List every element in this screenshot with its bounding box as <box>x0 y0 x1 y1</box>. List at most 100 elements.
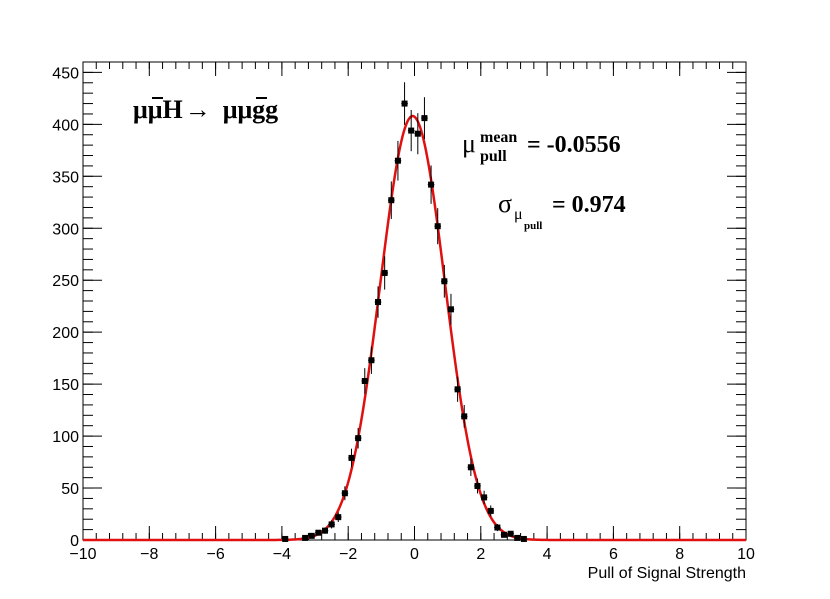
gaussian-fit-curve <box>83 114 746 542</box>
sigma-subsub: pull <box>524 220 542 232</box>
mean-subscript: pull <box>480 148 507 165</box>
data-marker <box>315 529 322 536</box>
data-point <box>427 165 435 204</box>
data-point <box>394 140 402 181</box>
x-tick-label: 6 <box>609 546 618 563</box>
data-marker <box>434 223 441 230</box>
y-tick-label: 50 <box>61 481 79 498</box>
data-marker <box>302 534 309 541</box>
data-point <box>507 530 514 537</box>
y-tick-label: 300 <box>52 221 79 238</box>
sigma-value: = 0.974 <box>552 192 626 218</box>
x-tick-label: −2 <box>339 546 357 563</box>
data-marker <box>461 413 468 420</box>
y-tick-label: 100 <box>52 429 79 446</box>
data-marker <box>308 532 315 539</box>
data-point <box>374 286 382 318</box>
data-point <box>308 532 316 539</box>
process-lhs: μμH <box>133 95 183 124</box>
data-marker <box>441 278 448 285</box>
sigma-sub: μ <box>514 206 523 223</box>
data-point <box>467 458 475 476</box>
data-point <box>281 535 289 542</box>
y-tick-label: 450 <box>52 65 79 82</box>
data-marker <box>394 157 401 164</box>
y-tick-label: 200 <box>52 325 79 342</box>
x-tick-label: 2 <box>476 546 485 563</box>
data-point <box>434 208 442 245</box>
y-tick-label: 0 <box>70 533 79 550</box>
data-marker <box>282 535 289 542</box>
data-points-layer <box>281 82 528 542</box>
x-tick-label: −6 <box>206 546 224 563</box>
x-tick-label: 0 <box>410 546 419 563</box>
x-tick-label: 4 <box>543 546 552 563</box>
data-marker <box>408 127 415 134</box>
data-marker <box>355 435 362 442</box>
data-point <box>474 478 481 494</box>
data-marker <box>520 535 527 542</box>
data-point <box>414 113 422 155</box>
x-tick-label: −4 <box>273 546 291 563</box>
data-point <box>494 523 501 532</box>
data-marker <box>361 378 368 385</box>
y-tick-label: 150 <box>52 377 79 394</box>
data-point <box>447 293 455 325</box>
x-tick-label: −10 <box>69 546 96 563</box>
data-point <box>301 534 309 541</box>
data-marker <box>494 524 501 531</box>
y-tick-label: 250 <box>52 273 79 290</box>
data-marker <box>328 521 335 528</box>
x-tick-label: −8 <box>140 546 158 563</box>
process-arrow: → <box>185 95 211 124</box>
data-marker <box>481 494 488 501</box>
y-tick-label: 400 <box>52 117 79 134</box>
data-marker <box>467 464 474 471</box>
svg-text:μμH→μμgg: μμH→ μμgg <box>133 95 278 124</box>
data-marker <box>474 482 481 489</box>
data-point <box>500 531 508 538</box>
x-tick-label: 10 <box>737 546 755 563</box>
mean-symbol: μ <box>462 129 476 158</box>
sigma-symbol: σ <box>498 189 512 218</box>
data-point <box>407 109 415 152</box>
data-point <box>480 490 488 505</box>
data-point <box>421 97 428 140</box>
data-marker <box>501 531 508 538</box>
data-point <box>454 376 461 402</box>
y-tick-label: 350 <box>52 169 79 186</box>
data-marker <box>401 100 408 107</box>
data-marker <box>447 306 454 313</box>
data-point <box>487 505 495 517</box>
x-tick-label: 8 <box>675 546 684 563</box>
data-point <box>334 512 342 523</box>
fit-layer <box>83 114 746 542</box>
data-point <box>520 535 528 542</box>
data-marker <box>414 130 421 137</box>
data-marker <box>514 534 521 541</box>
mean-annotation: μ mean pull = -0.0556 <box>462 129 621 165</box>
data-marker <box>507 530 514 537</box>
data-marker <box>487 507 494 514</box>
data-point <box>341 486 349 501</box>
data-point <box>348 448 355 468</box>
data-marker <box>341 490 348 497</box>
data-marker <box>348 454 355 461</box>
data-marker <box>321 527 328 534</box>
data-point <box>315 529 322 536</box>
data-point <box>368 346 375 374</box>
data-point <box>387 181 395 219</box>
data-point <box>513 534 521 541</box>
sigma-annotation: σ μ pull = 0.974 <box>498 189 626 232</box>
x-axis-title: Pull of Signal Strength <box>588 565 746 582</box>
data-point <box>401 82 408 125</box>
mean-value: = -0.0556 <box>527 132 621 158</box>
process-rhs: μμgg <box>223 95 278 124</box>
data-marker <box>421 115 428 122</box>
data-marker <box>388 197 395 204</box>
data-marker <box>368 357 375 364</box>
data-point <box>381 256 388 290</box>
data-marker <box>454 386 461 393</box>
process-label: μμH→ μμgg <box>133 95 278 124</box>
data-marker <box>375 299 382 306</box>
